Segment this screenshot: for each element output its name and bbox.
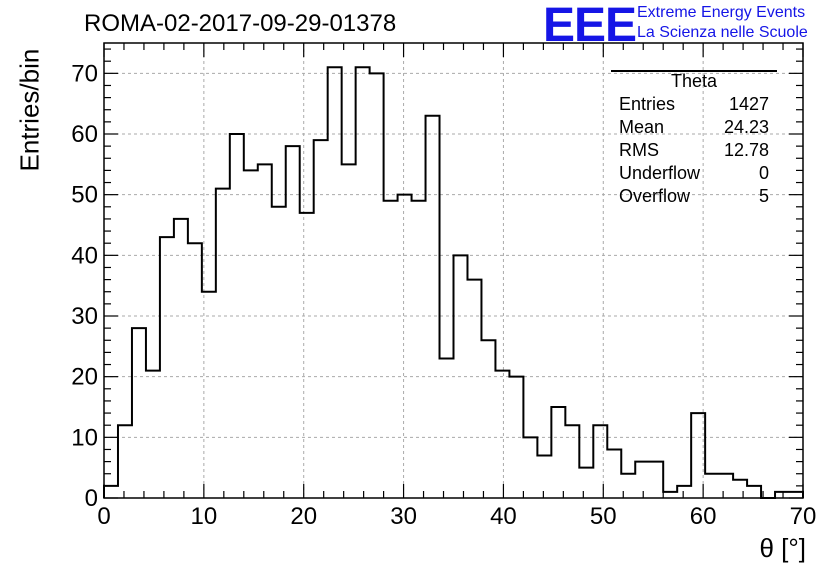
histogram-bin <box>789 492 803 498</box>
stats-key: Underflow <box>619 163 701 183</box>
y-tick-label: 40 <box>71 242 98 269</box>
y-tick-label: 20 <box>71 364 98 391</box>
histogram-bin <box>216 189 230 498</box>
logo-line-2: La Scienza nelle Scuole <box>637 24 808 41</box>
histogram-bin <box>398 195 412 498</box>
stats-row: Mean 24.23 <box>619 117 769 139</box>
x-tick-label: 60 <box>690 503 717 530</box>
stats-value: 5 <box>758 186 769 206</box>
histogram-bin <box>775 492 789 498</box>
histogram-bin <box>286 146 300 498</box>
histogram-bin <box>719 474 733 498</box>
histogram-bin <box>342 164 356 498</box>
stats-value: 0 <box>758 163 769 183</box>
plot-frame <box>103 42 804 499</box>
histogram-bin <box>523 437 537 498</box>
histogram-bin <box>467 280 481 498</box>
histogram-bin <box>481 340 495 498</box>
stats-row: Underflow 0 <box>619 163 769 185</box>
histogram-bin <box>593 425 607 498</box>
histogram-bin <box>747 486 761 498</box>
histogram-outline <box>103 66 804 499</box>
histogram-bin <box>132 328 146 498</box>
histogram-bin <box>300 213 314 498</box>
histogram-bin <box>565 425 579 498</box>
histogram-bin <box>677 486 691 498</box>
y-tick-label: 10 <box>71 424 98 451</box>
histogram-bin <box>621 474 635 498</box>
histogram-bin <box>495 371 509 498</box>
stats-box: Theta Entries 1427 Mean 24.23 RMS 12.78 … <box>611 70 777 206</box>
histogram-bin <box>328 67 342 498</box>
x-tick-label: 40 <box>490 503 517 530</box>
histogram-bin <box>370 73 384 498</box>
histogram-bin <box>537 456 551 498</box>
histogram-bin <box>509 377 523 498</box>
axis-ticks <box>103 43 804 499</box>
histogram-bin <box>272 207 286 498</box>
stats-key: Mean <box>619 117 665 137</box>
histogram-bin <box>258 164 272 498</box>
eee-logo: EEE <box>543 0 637 52</box>
x-tick-label: 30 <box>390 503 417 530</box>
histogram-bin <box>188 243 202 498</box>
histogram-bin <box>118 425 132 498</box>
stats-row: RMS 12.78 <box>619 140 769 162</box>
histogram-bin <box>314 140 328 498</box>
stats-key: RMS <box>619 140 659 160</box>
histogram-bin <box>412 201 426 498</box>
logo-line-1: Extreme Energy Events <box>637 4 806 21</box>
histogram-bin <box>663 492 677 498</box>
x-axis-label: θ [°] <box>759 533 806 563</box>
histogram-bin <box>244 170 258 498</box>
y-tick-label: 60 <box>71 121 98 148</box>
stats-value: 1427 <box>728 94 769 114</box>
histogram-bin <box>635 462 649 498</box>
x-tick-label: 20 <box>290 503 317 530</box>
histogram-bin <box>202 292 216 498</box>
stats-key: Entries <box>619 94 676 114</box>
x-tick-label: 70 <box>790 503 817 530</box>
histogram-bin <box>230 134 244 498</box>
histogram-bin <box>691 413 705 498</box>
stats-value: 12.78 <box>723 140 769 160</box>
histogram-bin <box>733 480 747 498</box>
stats-key: Overflow <box>619 186 691 206</box>
histogram-bin <box>551 407 565 498</box>
histogram-bin <box>705 474 719 498</box>
stats-value: 24.23 <box>723 117 769 137</box>
histogram-bin <box>104 486 118 498</box>
histogram-bin <box>146 371 160 498</box>
histogram-bin <box>356 67 370 498</box>
histogram-bin <box>579 468 593 498</box>
y-tick-label: 50 <box>71 182 98 209</box>
histogram-bin <box>440 358 454 498</box>
histogram-bin <box>649 462 663 498</box>
histogram-bin <box>384 201 398 498</box>
chart-title: ROMA-02-2017-09-29-01378 <box>84 10 397 37</box>
x-tick-label: 50 <box>590 503 617 530</box>
histogram-bin <box>607 449 621 498</box>
x-tick-label: 0 <box>97 503 110 530</box>
histogram-bin <box>160 237 174 498</box>
y-tick-label: 30 <box>71 303 98 330</box>
stats-title: Theta <box>670 71 718 91</box>
y-tick-label: 0 <box>85 485 98 512</box>
y-tick-label: 70 <box>71 60 98 87</box>
histogram-bin <box>426 116 440 498</box>
histogram-bin <box>174 219 188 498</box>
stats-row: Entries 1427 <box>619 94 769 116</box>
stats-row: Overflow 5 <box>619 186 769 208</box>
y-axis-label: Entries/bin <box>14 48 45 172</box>
x-tick-label: 10 <box>191 503 218 530</box>
histogram-bin <box>454 255 468 498</box>
